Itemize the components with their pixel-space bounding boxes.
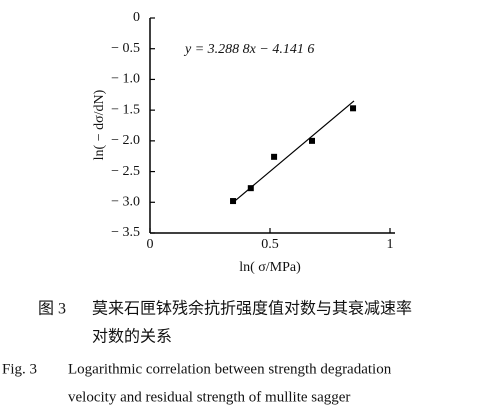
- x-tick-label: 0: [147, 237, 154, 252]
- caption-line: velocity and residual strength of mullit…: [68, 389, 350, 405]
- point: [309, 137, 315, 144]
- caption-line: Logarithmic correlation between strength…: [68, 361, 392, 377]
- fit-line: [233, 100, 355, 203]
- x-tick-label: 1: [387, 237, 394, 252]
- equation: y = 3.288 8x − 4.141 6: [183, 42, 314, 57]
- y-tick-label: − 2.0: [111, 133, 140, 148]
- caption-label: Fig. 3: [2, 361, 37, 377]
- y-tick-label: − 1.0: [111, 72, 140, 87]
- y-axis-label: ln( − dσ/dN): [92, 89, 107, 160]
- caption-label: 图 3: [38, 301, 66, 318]
- y-tick-label: − 3.5: [111, 225, 140, 240]
- y-tick-label: − 3.0: [111, 195, 140, 210]
- point: [247, 185, 254, 192]
- y-tick-label: − 1.5: [111, 102, 140, 117]
- y-tick-label: − 0.5: [111, 41, 140, 56]
- caption-line: 莫来石匣钵残余抗折强度值对数与其衰减速率: [92, 299, 412, 318]
- point: [271, 153, 278, 160]
- y-tick-label: 0: [133, 10, 140, 25]
- caption-line: 对数的关系: [92, 328, 172, 346]
- x-tick-label: 0.5: [261, 237, 279, 252]
- point: [230, 198, 237, 205]
- x-axis-label: ln( σ/MPa): [239, 260, 301, 275]
- y-tick-label: − 2.5: [111, 164, 140, 179]
- point: [350, 105, 357, 112]
